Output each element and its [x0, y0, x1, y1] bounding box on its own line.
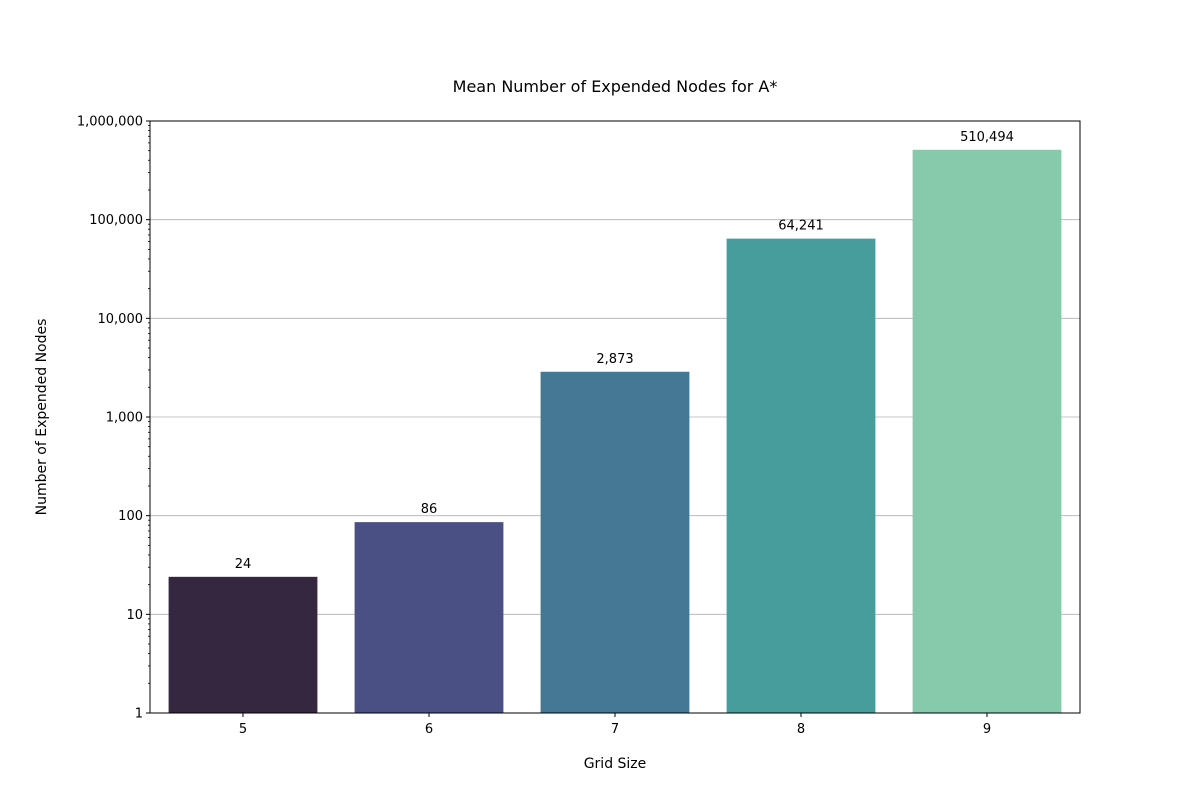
chart-title: Mean Number of Expended Nodes for A*	[453, 77, 778, 96]
x-tick-label: 5	[239, 722, 247, 737]
y-tick-label: 10	[126, 608, 143, 623]
x-tick-label: 8	[797, 722, 805, 737]
bars	[168, 149, 1062, 713]
y-tick-label: 1	[135, 707, 143, 722]
y-axis-label: Number of Expended Nodes	[34, 319, 50, 516]
x-tick-label: 6	[425, 722, 433, 737]
bar	[540, 371, 690, 713]
bar-value-label: 510,494	[960, 130, 1014, 145]
bar-value-label: 2,873	[596, 352, 633, 367]
x-tick-label: 9	[983, 722, 991, 737]
bar	[168, 576, 318, 713]
bar	[354, 522, 504, 713]
x-axis-ticks: 5 6 7 8 9	[239, 713, 991, 737]
bar-value-label: 24	[235, 557, 252, 572]
x-tick-label: 7	[611, 722, 619, 737]
data-labels: 24 86 2,873 64,241 510,494	[235, 130, 1014, 572]
bar	[912, 149, 1062, 713]
plot-frame	[149, 120, 1081, 714]
bar-value-label: 86	[421, 502, 438, 517]
bar	[726, 238, 876, 713]
y-tick-label: 100	[118, 509, 143, 524]
y-axis-ticks: 1 10 100 1,000 10,000 100,000 1,000,000	[77, 115, 150, 722]
x-axis-label: Grid Size	[584, 756, 647, 772]
y-tick-label: 10,000	[98, 312, 144, 327]
y-tick-label: 1,000,000	[77, 115, 143, 130]
y-tick-label: 100,000	[89, 213, 143, 228]
bar-value-label: 64,241	[778, 219, 824, 234]
y-tick-label: 1,000	[106, 411, 143, 426]
